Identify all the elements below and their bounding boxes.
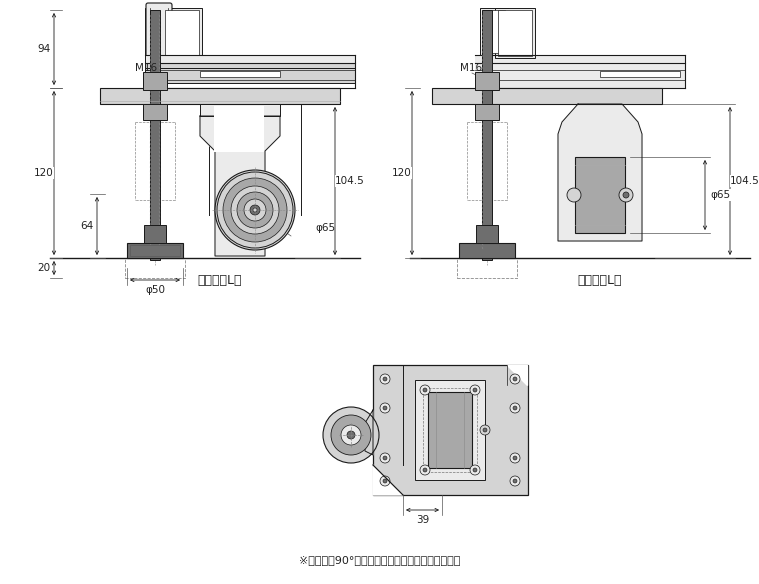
Circle shape (380, 476, 390, 486)
Bar (423, 388, 477, 472)
Bar (165, 10, 199, 56)
Circle shape (250, 205, 260, 215)
Bar (415, 380, 485, 480)
Polygon shape (373, 465, 403, 495)
Bar (475, 72, 499, 90)
Circle shape (383, 456, 387, 460)
Bar (600, 71, 680, 77)
Bar (575, 157, 625, 233)
Bar (459, 243, 515, 258)
Polygon shape (507, 365, 527, 385)
Bar (200, 104, 280, 116)
Circle shape (420, 465, 430, 475)
Circle shape (383, 406, 387, 410)
Bar (127, 243, 183, 258)
Bar (483, 10, 505, 53)
Bar (125, 258, 185, 278)
Circle shape (383, 479, 387, 483)
Bar (130, 245, 180, 256)
Bar (475, 104, 499, 120)
Text: M16: M16 (135, 63, 157, 73)
Bar (145, 8, 173, 55)
Circle shape (420, 385, 430, 395)
Circle shape (619, 188, 633, 202)
Text: φ65: φ65 (710, 190, 730, 200)
Polygon shape (200, 116, 280, 256)
Circle shape (513, 377, 517, 381)
Bar (373, 365, 528, 495)
Bar (432, 88, 662, 104)
Text: 94: 94 (37, 44, 51, 54)
Text: 104.5: 104.5 (730, 176, 759, 186)
Bar (143, 72, 167, 90)
Circle shape (331, 415, 371, 455)
Circle shape (513, 456, 517, 460)
Bar (214, 106, 264, 152)
Circle shape (513, 479, 517, 483)
Bar (100, 88, 340, 104)
Circle shape (237, 192, 273, 228)
Text: φ50: φ50 (145, 285, 165, 295)
Circle shape (253, 208, 257, 212)
Circle shape (341, 425, 361, 445)
Polygon shape (365, 410, 373, 455)
Text: 20: 20 (37, 263, 51, 273)
Bar (428, 392, 472, 468)
Circle shape (380, 453, 390, 463)
Bar (145, 68, 355, 83)
Text: 自由輪（L）: 自由輪（L） (198, 273, 242, 287)
Circle shape (223, 178, 287, 242)
Text: φ65: φ65 (315, 223, 335, 233)
Bar (143, 104, 167, 120)
Text: ※固定輪は90°回して組み替えることが出来ます。: ※固定輪は90°回して組み替えることが出来ます。 (299, 555, 461, 565)
Circle shape (510, 453, 520, 463)
Bar (145, 63, 355, 68)
Bar (150, 10, 160, 260)
Circle shape (217, 172, 293, 248)
FancyBboxPatch shape (146, 3, 172, 57)
Circle shape (244, 199, 266, 221)
Text: 104.5: 104.5 (335, 176, 365, 186)
Circle shape (423, 388, 427, 392)
Circle shape (380, 403, 390, 413)
Bar (145, 55, 355, 63)
Circle shape (510, 403, 520, 413)
Circle shape (323, 407, 379, 463)
Circle shape (231, 186, 279, 234)
Circle shape (623, 192, 629, 198)
Circle shape (513, 406, 517, 410)
Bar (475, 55, 685, 88)
Bar (476, 225, 498, 243)
Circle shape (347, 431, 355, 439)
Circle shape (473, 388, 477, 392)
Bar (144, 225, 166, 243)
Circle shape (215, 170, 295, 250)
Circle shape (510, 476, 520, 486)
Circle shape (480, 425, 490, 435)
Bar (457, 258, 517, 278)
Text: 120: 120 (392, 168, 412, 178)
Circle shape (380, 374, 390, 384)
Bar (162, 8, 202, 58)
Text: 120: 120 (34, 168, 54, 178)
Text: 39: 39 (416, 515, 429, 525)
Circle shape (567, 188, 581, 202)
Text: 64: 64 (80, 221, 93, 231)
Circle shape (470, 465, 480, 475)
Circle shape (473, 468, 477, 472)
Circle shape (383, 377, 387, 381)
Bar (498, 10, 532, 56)
Bar (200, 71, 280, 77)
Bar (480, 8, 508, 55)
Text: M16: M16 (460, 63, 482, 73)
Text: 固定輪（L）: 固定輪（L） (578, 273, 622, 287)
Circle shape (483, 428, 487, 432)
Circle shape (470, 385, 480, 395)
Circle shape (510, 374, 520, 384)
Bar (482, 10, 492, 260)
Bar (495, 8, 535, 58)
Polygon shape (558, 104, 642, 241)
Circle shape (423, 468, 427, 472)
